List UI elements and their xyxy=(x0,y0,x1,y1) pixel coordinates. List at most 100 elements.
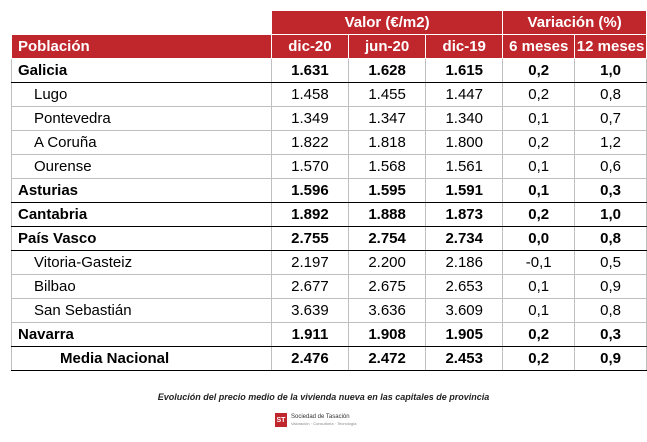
table-row: Navarra 1.911 1.908 1.905 0,2 0,3 xyxy=(11,322,647,347)
table-row: Cantabria 1.892 1.888 1.873 0,2 1,0 xyxy=(11,202,647,227)
cell-12m: 1,0 xyxy=(574,202,647,227)
table-row: País Vasco 2.755 2.754 2.734 0,0 0,8 xyxy=(11,226,647,251)
cell-dic20: 1.911 xyxy=(270,322,350,347)
row-name: Vitoria-Gasteiz xyxy=(11,250,272,275)
row-name: San Sebastián xyxy=(11,298,272,323)
cell-12m: 0,8 xyxy=(574,226,647,251)
cell-jun20: 1.455 xyxy=(348,82,427,107)
row-name: Media Nacional xyxy=(11,346,272,371)
cell-12m: 0,3 xyxy=(574,178,647,203)
cell-dic19: 1.447 xyxy=(425,82,504,107)
cell-12m: 0,8 xyxy=(574,298,647,323)
cell-6m: 0,1 xyxy=(502,106,576,131)
cell-jun20: 3.636 xyxy=(348,298,427,323)
cell-6m: 0,1 xyxy=(502,298,576,323)
cell-6m: -0,1 xyxy=(502,250,576,275)
row-name: A Coruña xyxy=(11,130,272,155)
header-variacion: Variación (%) xyxy=(502,10,647,35)
cell-dic19: 2.453 xyxy=(425,346,504,371)
cell-dic20: 1.596 xyxy=(270,178,350,203)
cell-dic20: 2.476 xyxy=(270,346,350,371)
cell-dic20: 2.755 xyxy=(270,226,350,251)
cell-6m: 0,2 xyxy=(502,82,576,107)
row-name: Pontevedra xyxy=(11,106,272,131)
logo-tagline: Valoración · Consultoría · Tecnología xyxy=(291,421,357,426)
header-columns-row: Población dic-20 jun-20 dic-19 6 meses 1… xyxy=(11,34,647,59)
logo-mark: ST xyxy=(275,413,287,427)
col-poblacion: Población xyxy=(11,34,272,59)
cell-jun20: 1.888 xyxy=(348,202,427,227)
cell-6m: 0,1 xyxy=(502,274,576,299)
price-table: Valor (€/m2) Variación (%) Población dic… xyxy=(11,10,647,371)
table-row: Vitoria-Gasteiz 2.197 2.200 2.186 -0,1 0… xyxy=(11,250,647,275)
logo-text-block: Sociedad de Tasación Valoración · Consul… xyxy=(291,414,356,426)
table-row: Pontevedra 1.349 1.347 1.340 0,1 0,7 xyxy=(11,106,647,131)
table-row: Galicia 1.631 1.628 1.615 0,2 1,0 xyxy=(11,58,647,83)
cell-dic20: 2.197 xyxy=(270,250,350,275)
cell-6m: 0,1 xyxy=(502,178,576,203)
cell-jun20: 2.754 xyxy=(348,226,427,251)
table-row: Lugo 1.458 1.455 1.447 0,2 0,8 xyxy=(11,82,647,107)
cell-12m: 0,9 xyxy=(574,274,647,299)
col-6-meses: 6 meses xyxy=(502,34,576,59)
cell-jun20: 1.628 xyxy=(348,58,427,83)
row-name: Bilbao xyxy=(11,274,272,299)
cell-dic20: 1.458 xyxy=(270,82,350,107)
header-valor: Valor (€/m2) xyxy=(270,10,504,35)
cell-12m: 0,7 xyxy=(574,106,647,131)
cell-jun20: 2.472 xyxy=(348,346,427,371)
table-row-media-nacional: Media Nacional 2.476 2.472 2.453 0,2 0,9 xyxy=(11,346,647,371)
cell-jun20: 1.595 xyxy=(348,178,427,203)
cell-dic19: 2.653 xyxy=(425,274,504,299)
table-row: Bilbao 2.677 2.675 2.653 0,1 0,9 xyxy=(11,274,647,299)
cell-12m: 0,3 xyxy=(574,322,647,347)
col-dic19: dic-19 xyxy=(425,34,504,59)
cell-dic20: 1.822 xyxy=(270,130,350,155)
row-name: Asturias xyxy=(11,178,272,203)
row-name: Galicia xyxy=(11,58,272,83)
cell-12m: 0,9 xyxy=(574,346,647,371)
cell-dic19: 1.591 xyxy=(425,178,504,203)
cell-6m: 0,2 xyxy=(502,130,576,155)
cell-6m: 0,2 xyxy=(502,202,576,227)
cell-6m: 0,2 xyxy=(502,58,576,83)
cell-jun20: 2.675 xyxy=(348,274,427,299)
table-row: San Sebastián 3.639 3.636 3.609 0,1 0,8 xyxy=(11,298,647,323)
cell-dic19: 2.734 xyxy=(425,226,504,251)
row-name: Lugo xyxy=(11,82,272,107)
cell-jun20: 2.200 xyxy=(348,250,427,275)
cell-6m: 0,1 xyxy=(502,154,576,179)
cell-dic20: 1.349 xyxy=(270,106,350,131)
logo-name: Sociedad de Tasación xyxy=(291,414,350,420)
cell-dic19: 3.609 xyxy=(425,298,504,323)
col-12-meses: 12 meses xyxy=(574,34,647,59)
cell-dic19: 1.561 xyxy=(425,154,504,179)
cell-dic19: 1.340 xyxy=(425,106,504,131)
cell-12m: 0,8 xyxy=(574,82,647,107)
cell-6m: 0,0 xyxy=(502,226,576,251)
cell-dic19: 1.873 xyxy=(425,202,504,227)
cell-jun20: 1.568 xyxy=(348,154,427,179)
cell-dic20: 2.677 xyxy=(270,274,350,299)
header-blank-cell xyxy=(12,11,272,35)
cell-12m: 1,2 xyxy=(574,130,647,155)
row-name: País Vasco xyxy=(11,226,272,251)
cell-dic20: 1.631 xyxy=(270,58,350,83)
col-dic20: dic-20 xyxy=(270,34,350,59)
col-jun20: jun-20 xyxy=(348,34,427,59)
table-row: Ourense 1.570 1.568 1.561 0,1 0,6 xyxy=(11,154,647,179)
cell-dic19: 2.186 xyxy=(425,250,504,275)
row-name: Navarra xyxy=(11,322,272,347)
cell-dic20: 1.892 xyxy=(270,202,350,227)
row-name: Ourense xyxy=(11,154,272,179)
cell-dic19: 1.905 xyxy=(425,322,504,347)
header-group-row: Valor (€/m2) Variación (%) xyxy=(12,10,647,35)
table-row: A Coruña 1.822 1.818 1.800 0,2 1,2 xyxy=(11,130,647,155)
cell-jun20: 1.908 xyxy=(348,322,427,347)
cell-jun20: 1.347 xyxy=(348,106,427,131)
cell-12m: 0,6 xyxy=(574,154,647,179)
cell-dic19: 1.615 xyxy=(425,58,504,83)
cell-6m: 0,2 xyxy=(502,322,576,347)
row-name: Cantabria xyxy=(11,202,272,227)
cell-dic20: 3.639 xyxy=(270,298,350,323)
